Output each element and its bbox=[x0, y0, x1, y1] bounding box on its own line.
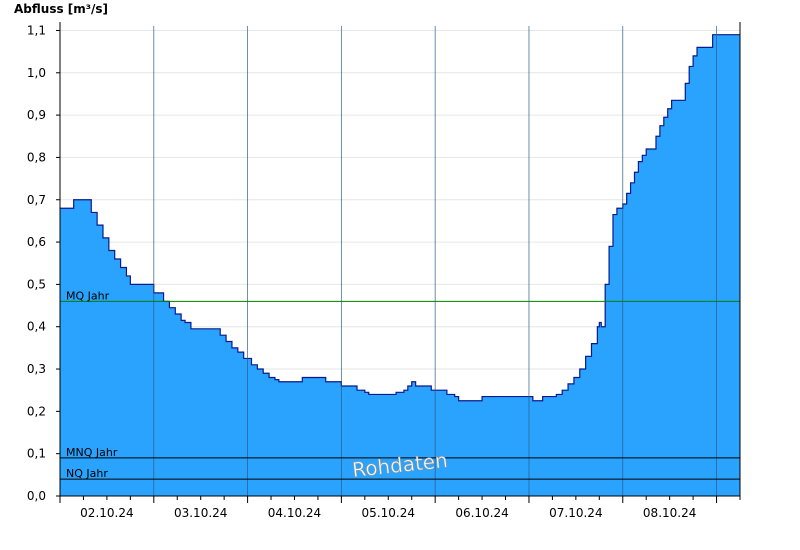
reference-line-label: MQ Jahr bbox=[66, 289, 110, 302]
y-tick-label: 0,8 bbox=[27, 150, 46, 164]
reference-line-label: MNQ Jahr bbox=[66, 446, 118, 459]
x-tick-label: 02.10.24 bbox=[80, 506, 133, 520]
y-tick-label: 1,0 bbox=[27, 66, 46, 80]
x-tick-label: 04.10.24 bbox=[268, 506, 321, 520]
reference-lines-layer: MQ Jahr MNQ Jahr NQ Jahr bbox=[60, 289, 740, 480]
y-tick-label: 0,9 bbox=[27, 108, 46, 122]
axis-layer: 0,0 0,1 0,2 0,3 0,4 0,5 0,6 0,7 0,8 0,9 1,0 1,1 02.1… bbox=[27, 22, 741, 520]
y-tick-label: 0,6 bbox=[27, 235, 46, 249]
y-tick-label: 0,3 bbox=[27, 362, 46, 376]
x-tick-label: 07.10.24 bbox=[549, 506, 602, 520]
y-tick-label: 0,0 bbox=[27, 489, 46, 503]
day-divider-layer bbox=[153, 26, 717, 496]
y-tick-label: 0,4 bbox=[27, 320, 46, 334]
x-tick-label: 06.10.24 bbox=[455, 506, 508, 520]
discharge-area bbox=[60, 34, 740, 496]
reference-line-label: NQ Jahr bbox=[66, 467, 108, 480]
y-axis-title: Abfluss [m³/s] bbox=[14, 2, 108, 16]
area-layer bbox=[60, 34, 740, 496]
y-tick-label: 0,5 bbox=[27, 277, 46, 291]
discharge-line bbox=[60, 34, 740, 402]
y-tick-label: 1,1 bbox=[27, 23, 46, 37]
y-tick-label: 0,1 bbox=[27, 447, 46, 461]
x-tick-label: 08.10.24 bbox=[643, 506, 696, 520]
y-tick-label: 0,7 bbox=[27, 193, 46, 207]
x-tick-label: 05.10.24 bbox=[362, 506, 415, 520]
x-tick-label: 03.10.24 bbox=[174, 506, 227, 520]
y-tick-label: 0,2 bbox=[27, 404, 46, 418]
